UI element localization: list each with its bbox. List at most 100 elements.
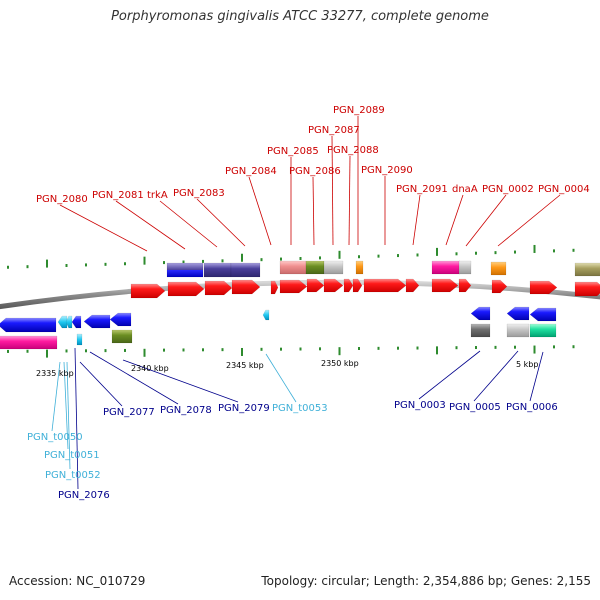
gene-label-PGN_2079[interactable]: PGN_2079 bbox=[218, 403, 270, 414]
gene-label-PGN_0002[interactable]: PGN_0002 bbox=[482, 184, 534, 195]
gene-label-PGN_2084[interactable]: PGN_2084 bbox=[225, 166, 277, 177]
gene-label-PGN_2089[interactable]: PGN_2089 bbox=[333, 105, 385, 116]
gene-label-PGN_2078[interactable]: PGN_2078 bbox=[160, 405, 212, 416]
gene-arrow-2089 bbox=[352, 278, 363, 293]
accession-text: Accession: NC_010729 bbox=[9, 574, 146, 588]
gene-arrow-2078 bbox=[109, 312, 132, 327]
gene-arrow-2085 bbox=[279, 279, 308, 294]
gene-arrow-2077 bbox=[83, 314, 111, 329]
gene-label-PGN_t0053[interactable]: PGN_t0053 bbox=[272, 403, 328, 414]
gene-arrow-2086 bbox=[306, 278, 325, 293]
gene-arrow-0004 bbox=[529, 280, 558, 295]
label-leader-lines bbox=[51, 116, 561, 490]
gene-label-PGN_2088[interactable]: PGN_2088 bbox=[327, 145, 379, 156]
gene-block-trkA bbox=[203, 262, 232, 278]
scale-label-2350: 2350 kbp bbox=[321, 359, 359, 368]
leader-PGN_0002 bbox=[465, 194, 507, 247]
scale-ticks bbox=[7, 244, 575, 358]
leader-PGN_2091 bbox=[412, 194, 421, 246]
map-title: Porphyromonas gingivalis ATCC 33277, com… bbox=[111, 9, 489, 24]
gene-label-trkA[interactable]: trkA bbox=[147, 190, 168, 201]
gene-arrow-2075 bbox=[0, 317, 57, 333]
leader-PGN_0004 bbox=[497, 194, 561, 247]
gene-arrow-2090 bbox=[363, 278, 407, 293]
gene-arrow-0002 bbox=[458, 278, 472, 293]
scale-labels: 2335 kbp 2340 kbp 2345 kbp 2350 kbp 5 kbp bbox=[36, 359, 538, 378]
gene-arrow-0005 bbox=[506, 306, 530, 321]
gene-block-2081 bbox=[166, 262, 204, 278]
gene-block-2089 bbox=[355, 260, 364, 275]
gene-block-0002 bbox=[490, 261, 507, 276]
gene-block-2079 bbox=[111, 329, 133, 344]
gene-arrow-trkA bbox=[204, 280, 233, 296]
gene-arrow-0006 bbox=[529, 307, 557, 322]
leader-PGN_2077 bbox=[79, 361, 123, 407]
gene-label-PGN_2081[interactable]: PGN_2081 bbox=[92, 190, 144, 201]
gene-label-PGN_2085[interactable]: PGN_2085 bbox=[267, 146, 319, 157]
scale-label-2335: 2335 kbp bbox=[36, 369, 74, 378]
leader-PGN_t0053 bbox=[265, 353, 297, 403]
gene-label-PGN_0005[interactable]: PGN_0005 bbox=[449, 402, 501, 413]
gene-label-PGN_2087[interactable]: PGN_2087 bbox=[308, 125, 360, 136]
gene-block-2075 bbox=[0, 335, 58, 350]
leader-PGN_2078 bbox=[89, 351, 179, 405]
gene-arrow-dnaA bbox=[431, 278, 459, 293]
leader-PGN_0006 bbox=[529, 351, 544, 402]
leader-PGN_0005 bbox=[473, 350, 519, 402]
gene-label-PGN_0006[interactable]: PGN_0006 bbox=[506, 402, 558, 413]
leader-PGN_t0052 bbox=[66, 361, 71, 470]
gene-tracks bbox=[0, 260, 600, 350]
gene-label-PGN_2080[interactable]: PGN_2080 bbox=[36, 194, 88, 205]
gene-arrow-t0053 bbox=[262, 309, 270, 321]
gene-block-2085 bbox=[279, 260, 307, 275]
gene-block-dnaA-b bbox=[458, 260, 472, 275]
leader-PGN_t0051 bbox=[63, 361, 69, 450]
gene-arrow-2087 bbox=[323, 278, 344, 293]
gene-arrow-2081 bbox=[167, 281, 205, 297]
leader-PGN_0003 bbox=[418, 350, 481, 400]
gene-label-PGN_2077[interactable]: PGN_2077 bbox=[103, 407, 155, 418]
gene-block-0004 bbox=[574, 262, 600, 277]
gene-block-0003 bbox=[470, 323, 491, 338]
scale-label-5: 5 kbp bbox=[516, 360, 538, 369]
gene-arrow-2083 bbox=[231, 279, 261, 295]
leader-trkA bbox=[159, 200, 218, 248]
gene-label-dnaA[interactable]: dnaA bbox=[452, 184, 478, 195]
leader-dnaA bbox=[445, 194, 464, 246]
gene-label-PGN_2083[interactable]: PGN_2083 bbox=[173, 188, 225, 199]
leader-PGN_2084 bbox=[248, 176, 272, 246]
gene-arrow-2091 bbox=[405, 278, 420, 293]
gene-arrow-2080 bbox=[130, 283, 166, 299]
leader-PGN_t0050 bbox=[51, 361, 61, 432]
gene-label-PGN_t0051[interactable]: PGN_t0051 bbox=[44, 450, 100, 461]
gene-label-PGN_2090[interactable]: PGN_2090 bbox=[361, 165, 413, 176]
leader-PGN_2083 bbox=[196, 198, 246, 247]
gene-label-PGN_t0052[interactable]: PGN_t0052 bbox=[45, 470, 101, 481]
scale-label-2340: 2340 kbp bbox=[131, 364, 169, 373]
gene-label-PGN_t0050[interactable]: PGN_t0050 bbox=[27, 432, 83, 443]
gene-label-PGN_2086[interactable]: PGN_2086 bbox=[289, 166, 341, 177]
gene-block-t0052 bbox=[76, 333, 83, 346]
scale-label-2345: 2345 kbp bbox=[226, 361, 264, 370]
gene-label-PGN_2091[interactable]: PGN_2091 bbox=[396, 184, 448, 195]
leader-PGN_2086 bbox=[312, 176, 315, 246]
gene-label-PGN_0004[interactable]: PGN_0004 bbox=[538, 184, 590, 195]
leader-PGN_2076 bbox=[74, 347, 79, 490]
gene-arrow-t0051 bbox=[65, 315, 73, 329]
gene-label-PGN_0003[interactable]: PGN_0003 bbox=[394, 400, 446, 411]
gene-label-PGN_2076[interactable]: PGN_2076 bbox=[58, 490, 110, 501]
gene-arrow-0003 bbox=[470, 306, 491, 321]
leader-PGN_2080 bbox=[59, 204, 148, 252]
genome-summary-text: Topology: circular; Length: 2,354,886 bp… bbox=[261, 574, 591, 588]
gene-arrow-t0050 bbox=[57, 315, 68, 329]
gene-block-2086 bbox=[305, 260, 325, 275]
gene-block-dnaA-a bbox=[431, 260, 461, 275]
gene-block-0005 bbox=[506, 323, 530, 338]
gene-block-2087 bbox=[323, 260, 344, 275]
leader-PGN_2081 bbox=[115, 200, 186, 250]
gene-arrow-0004b bbox=[574, 281, 600, 297]
leader-PGN_2079 bbox=[122, 359, 239, 403]
